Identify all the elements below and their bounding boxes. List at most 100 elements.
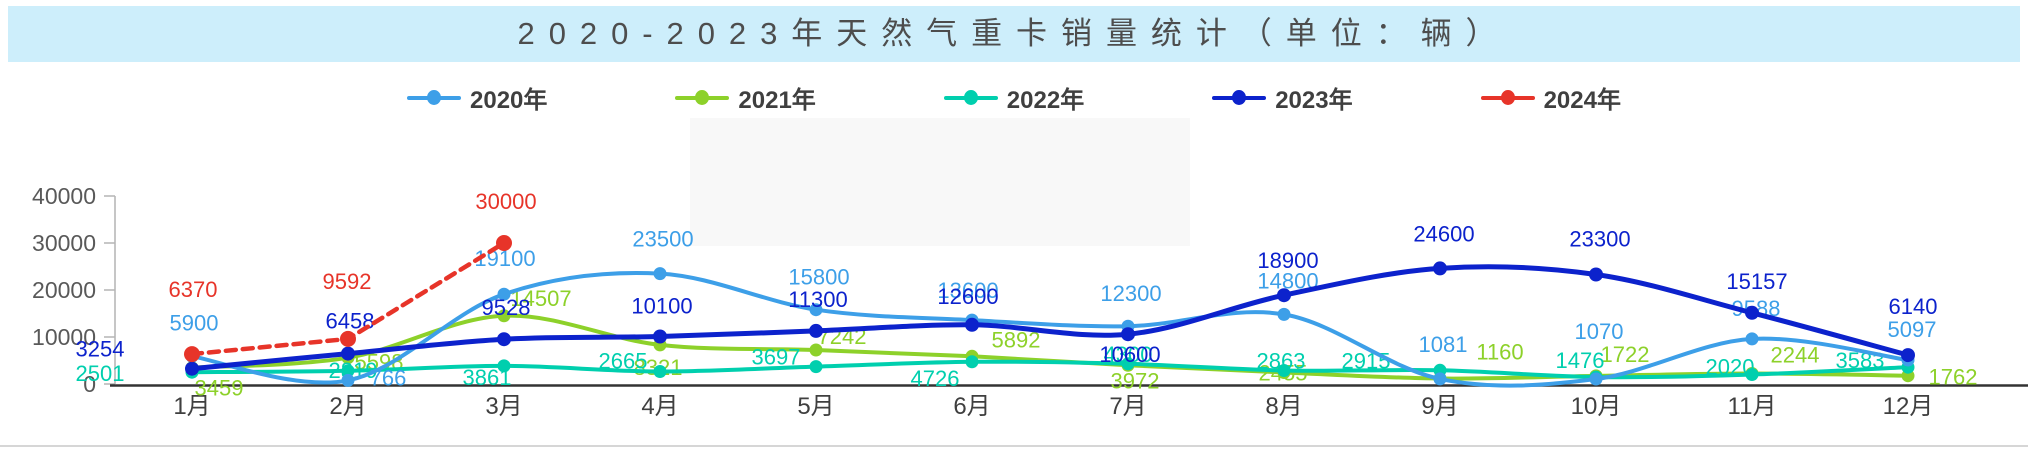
x-axis-month-label: 10月 [1571,393,1622,420]
y-axis-tick-label: 20000 [32,277,96,303]
data-label-2023年: 3254 [76,337,125,362]
data-label-2022年: 1476 [1556,348,1605,373]
legend-marker-icon [407,89,462,105]
data-label-2021年: 1160 [1476,340,1523,365]
legend-item-2024年: 2024年 [1480,80,1621,115]
data-label-2020年: 1081 [1419,332,1468,357]
legend-item-2020年: 2020年 [407,80,547,115]
data-point-2022年 [653,365,667,378]
x-axis-month-label: 9月 [1421,393,1458,420]
legend-label: 2021年 [738,86,816,114]
x-axis-month-label: 5月 [797,393,834,420]
legend-marker-icon [675,89,730,105]
data-label-2022年: 4726 [911,366,960,391]
legend-marker-icon [1480,89,1535,105]
data-point-2022年 [1745,368,1759,381]
data-point-2021年 [809,343,823,357]
legend-label: 2023年 [1275,86,1353,114]
data-label-2023年: 10100 [631,294,692,319]
data-point-2024年 [184,346,200,363]
data-point-2024年 [340,330,356,347]
data-point-2023年 [1433,261,1447,276]
data-label-2024年: 6370 [169,277,218,302]
data-label-2021年: 1762 [1929,365,1978,390]
data-point-2020年 [1589,372,1603,386]
data-label-2024年: 30000 [475,189,536,214]
data-label-2020年: 23500 [632,227,693,252]
legend-item-2021年: 2021年 [675,80,816,115]
data-label-2020年: 1070 [1575,319,1624,344]
data-point-2023年 [497,332,511,347]
data-point-2020年 [341,373,355,387]
x-axis-month-label: 4月 [641,393,678,420]
data-label-2022年: 3861 [463,365,512,390]
data-label-2023年: 15157 [1726,269,1787,294]
x-axis-month-label: 11月 [1728,393,1777,420]
x-axis-month-label: 2月 [329,393,366,420]
chart-title: 2020-2023年天然气重卡销量统计（单位：辆） [517,16,1511,51]
watermark-artifact [690,118,1190,246]
data-label-2023年: 10600 [1099,342,1160,367]
y-axis-tick-label: 30000 [32,230,96,256]
data-point-2020年 [653,267,667,281]
series-line-2023年 [189,264,1911,372]
data-label-2022年: 4300 [1104,342,1153,367]
data-label-2022年: 2915 [1342,348,1391,373]
data-label-2023年: 24600 [1413,221,1474,246]
data-point-2020年 [809,303,823,317]
x-axis-month-label: 8月 [1265,393,1302,420]
data-label-2023年: 9528 [482,295,531,320]
data-label-2023年: 23300 [1569,227,1630,252]
series-line-2020年 [190,270,1910,388]
data-point-2023年 [809,323,823,338]
legend-marker-icon [1212,89,1267,105]
chart-legend: 2020年 2021年 2022年 2023年 2024年 [0,80,2028,114]
data-label-2022年: 2863 [1257,349,1306,374]
data-label-2022年: 3697 [752,345,801,370]
data-label-2021年: 3972 [1111,368,1160,393]
data-point-2021年 [497,309,511,323]
y-axis-tick-label: 10000 [32,324,96,350]
data-label-2022年: 2020 [1706,355,1755,380]
data-label-2021年: 2244 [1771,343,1820,368]
data-label-2022年: 2665 [599,349,648,374]
data-label-2020年: 15800 [788,265,849,290]
legend-marker-icon [943,89,998,105]
legend-label: 2022年 [1006,86,1085,114]
data-label-2020年: 5097 [1888,317,1937,342]
x-axis-month-label: 7月 [1109,393,1146,420]
data-point-2020年 [1745,332,1759,346]
data-point-2023年 [653,329,667,344]
data-label-2021年: 1722 [1601,342,1650,367]
data-point-2023年 [1901,348,1915,363]
data-label-2020年: 12300 [1100,281,1161,306]
y-axis-tick-label: 40000 [32,183,96,209]
data-label-2023年: 6140 [1889,294,1938,319]
data-point-2023年 [1277,288,1291,303]
x-axis-month-label: 6月 [953,393,990,420]
y-axis-tick-label: 0 [83,371,96,397]
data-label-2023年: 18900 [1257,248,1318,273]
legend-item-2023年: 2023年 [1212,80,1353,115]
data-point-2022年 [1121,357,1135,371]
data-point-2023年 [965,317,979,332]
data-label-2024年: 9592 [323,269,372,294]
data-point-2022年 [965,355,979,369]
data-point-2020年 [497,287,511,301]
data-point-2020年 [1433,372,1447,386]
data-point-2022年 [497,359,511,373]
data-point-2022年 [809,360,823,374]
legend-item-2022年: 2022年 [943,80,1085,115]
data-point-2023年 [341,346,355,361]
data-label-2023年: 12600 [937,284,998,309]
chart-title-bar: 2020-2023年天然气重卡销量统计（单位：辆） [8,6,2020,62]
legend-label: 2024年 [1543,86,1621,114]
data-point-2022年 [341,364,355,378]
data-point-2023年 [1589,267,1603,282]
data-point-2022年 [1277,364,1291,377]
x-axis-month-label: 1月 [173,393,210,420]
data-point-2023年 [185,361,199,376]
